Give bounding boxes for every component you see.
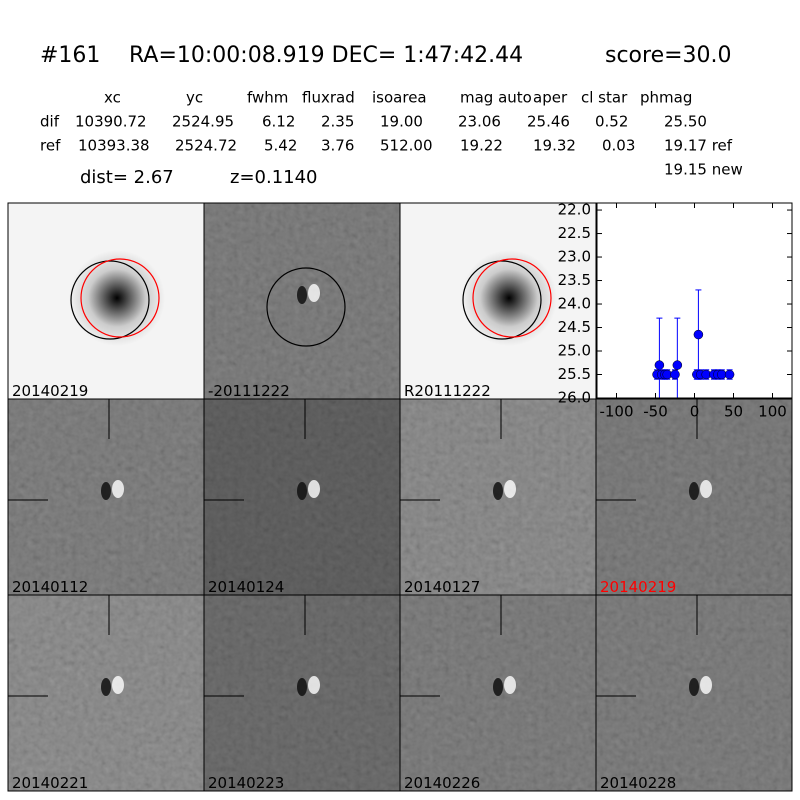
stamp-label: 20140221 — [12, 774, 88, 792]
table-cell: 10390.72 — [75, 113, 147, 131]
table-cell: 512.00 — [380, 137, 433, 155]
column-header: yc — [186, 89, 203, 107]
aperture-ref — [462, 260, 542, 340]
stamp-label: 20140226 — [404, 774, 480, 792]
aperture-ref — [70, 260, 150, 340]
source-light — [308, 284, 320, 302]
score: score=30.0 — [605, 43, 732, 68]
distance: dist= 2.67 — [80, 167, 174, 188]
stamp-grid: 20140219 -20111222 R20111222 20140112 201401… — [7, 202, 793, 792]
data-point — [693, 329, 704, 340]
table-cell: 6.12 — [262, 113, 295, 131]
table-cell: 0.52 — [595, 113, 628, 131]
x-tick-label: -50 — [643, 403, 668, 421]
y-tick-label: 25.5 — [558, 365, 591, 383]
row-label: ref — [40, 137, 61, 155]
redshift: z=0.1140 — [230, 167, 318, 188]
galaxy — [69, 250, 165, 346]
source-light — [700, 480, 712, 498]
data-point — [654, 360, 665, 370]
stamp-label: 20140219 — [12, 382, 88, 400]
table-cell: 19.32 — [533, 137, 576, 155]
table-cell: 25.46 — [527, 113, 570, 131]
source-dark — [101, 678, 111, 696]
aperture-new — [472, 258, 552, 338]
table-cell: 19.00 — [380, 113, 423, 131]
plot-frame — [596, 202, 793, 399]
x-tick-label: 100 — [758, 403, 787, 421]
x-tick-label: -100 — [599, 403, 633, 421]
stamp-label: 20140127 — [404, 578, 480, 596]
stamp-frame — [595, 594, 793, 792]
column-header: aper — [533, 89, 568, 107]
column-header: fluxrad — [302, 89, 355, 107]
source-light — [112, 676, 124, 694]
series — [652, 289, 735, 398]
column-header: fwhm — [247, 89, 288, 107]
y-tick-label: 23.5 — [558, 271, 591, 289]
object-id: #161 — [40, 43, 100, 68]
row-label: dif — [40, 113, 60, 131]
source-dark — [297, 482, 307, 500]
y-tick-label: 23.0 — [558, 248, 591, 266]
source-dark — [493, 482, 503, 500]
data-point — [672, 360, 683, 370]
stamp-label: R20111222 — [404, 382, 491, 400]
galaxy — [461, 250, 557, 346]
aperture-new — [80, 258, 160, 338]
stamp-label: 20140219 — [600, 578, 676, 596]
table-cell: 2.35 — [321, 113, 354, 131]
source-light — [504, 480, 516, 498]
y-tick-label: 24.5 — [558, 318, 591, 336]
y-tick-label: 22.5 — [558, 224, 591, 242]
table-cell: 10393.38 — [78, 137, 150, 155]
source-dark — [493, 678, 503, 696]
source-dark — [689, 482, 699, 500]
source-light — [504, 676, 516, 694]
source-light — [112, 480, 124, 498]
column-header: cl star — [581, 89, 628, 107]
stamp-label: 20140223 — [208, 774, 284, 792]
data-point — [670, 369, 680, 380]
column-header: phmag — [640, 89, 692, 107]
stamp-label: 20140112 — [12, 578, 88, 596]
x-tick-label: 0 — [690, 403, 700, 421]
table-cell: 19.22 — [460, 137, 503, 155]
column-header: xc — [104, 89, 121, 107]
plot-area — [597, 203, 792, 398]
x-tick-label: 50 — [724, 403, 743, 421]
data-point — [724, 369, 735, 380]
source-light — [308, 480, 320, 498]
source-dark — [297, 678, 307, 696]
y-tick-label: 25.0 — [558, 342, 591, 360]
phmag-new: 19.15 new — [664, 161, 743, 179]
source-dark — [689, 678, 699, 696]
table-cell: 3.76 — [321, 137, 354, 155]
table-cell: 25.50 — [664, 113, 707, 131]
source-dark — [297, 286, 307, 304]
table-cell: 0.03 — [602, 137, 635, 155]
y-tick-label: 26.0 — [558, 389, 591, 407]
table-cell: 23.06 — [458, 113, 501, 131]
column-header: mag auto — [460, 89, 532, 107]
table-cell: 19.17 ref — [664, 137, 733, 155]
stamp-label: 20140124 — [208, 578, 284, 596]
y-tick-label: 24.0 — [558, 295, 591, 313]
table-cell: 2524.72 — [175, 137, 237, 155]
y-tick-label: 22.0 — [558, 201, 591, 219]
source-light — [308, 676, 320, 694]
source-dark — [101, 482, 111, 500]
aperture — [266, 267, 346, 347]
coordinates: RA=10:00:08.919 DEC= 1:47:42.44 — [129, 43, 523, 68]
table-cell: 2524.95 — [172, 113, 234, 131]
source-light — [700, 676, 712, 694]
column-header: isoarea — [372, 89, 427, 107]
stamp-label: -20111222 — [208, 382, 290, 400]
stamp-label: 20140228 — [600, 774, 676, 792]
table-cell: 5.42 — [264, 137, 297, 155]
